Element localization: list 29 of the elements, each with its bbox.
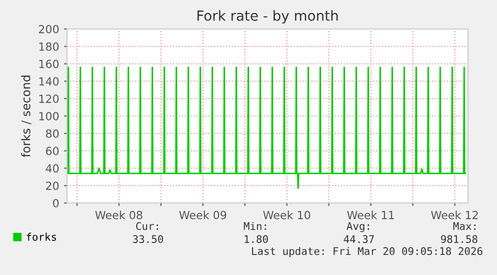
text: Cur:	[136, 222, 158, 230]
y-tick-label: 60	[46, 146, 59, 156]
x-tick-label: Week 08	[95, 210, 142, 220]
text: 44.37	[344, 235, 374, 244]
x-tick-label: Week 09	[179, 210, 226, 220]
x-tick-label: Week 10	[263, 210, 310, 220]
x-tick-label: Week 12	[431, 210, 478, 220]
y-tick-label: 100	[39, 112, 59, 120]
y-tick-label: 120	[39, 94, 59, 103]
text: Max:	[453, 222, 476, 230]
y-tick-label: 160	[39, 60, 59, 68]
y-tick-label: 0	[53, 198, 59, 208]
text: Avg:	[346, 222, 370, 232]
y-tick-label: 40	[46, 164, 59, 173]
text: 1.80	[244, 235, 268, 244]
y-tick-label: 20	[46, 182, 59, 190]
y-tick-label: 140	[39, 77, 59, 86]
text: Last update: Fri Mar 20 09:05:18 2026	[252, 246, 482, 258]
text: Min:	[244, 222, 266, 230]
x-tick-label: Week 11	[347, 210, 394, 220]
y-tick-label: 200	[38, 24, 59, 34]
y-tick-label: 180	[39, 42, 59, 51]
legend-label: forks	[26, 232, 56, 241]
text: 981.58	[441, 235, 478, 244]
line-series	[67, 66, 466, 189]
chart-title: Fork rate - by month	[198, 10, 338, 24]
text: 33.50	[133, 235, 164, 244]
y-tick-label: 80	[46, 129, 59, 138]
y-axis-title: forks / second	[21, 76, 32, 158]
